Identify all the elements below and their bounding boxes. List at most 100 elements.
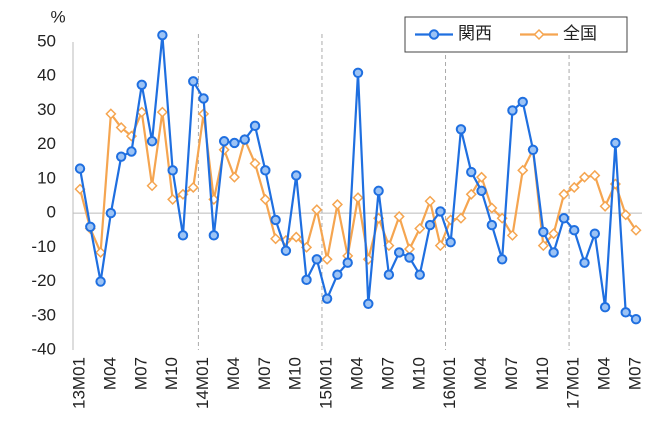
x-tick-label: M10 bbox=[286, 357, 305, 390]
point bbox=[466, 166, 477, 178]
point bbox=[260, 165, 271, 176]
point bbox=[291, 170, 302, 181]
point bbox=[229, 137, 240, 149]
y-tick-label: 10 bbox=[37, 168, 56, 187]
point bbox=[496, 254, 508, 265]
point bbox=[476, 185, 487, 197]
x-tick-label: M04 bbox=[347, 357, 366, 390]
point bbox=[74, 163, 86, 174]
point bbox=[548, 228, 560, 240]
x-tick-label: 17M01 bbox=[564, 357, 583, 409]
point bbox=[568, 181, 580, 194]
point bbox=[187, 181, 199, 194]
point bbox=[115, 151, 127, 162]
point bbox=[228, 171, 241, 183]
y-tick-label: 0 bbox=[47, 203, 56, 222]
y-tick-label: -40 bbox=[31, 339, 56, 358]
point bbox=[332, 269, 343, 280]
point bbox=[527, 144, 539, 156]
point bbox=[599, 302, 611, 313]
x-tick-label: 14M01 bbox=[193, 357, 212, 409]
x-tick-label: M10 bbox=[533, 357, 552, 390]
series-markers bbox=[74, 29, 642, 325]
point bbox=[506, 229, 519, 241]
point bbox=[321, 293, 333, 304]
point bbox=[259, 193, 271, 205]
point bbox=[610, 137, 621, 149]
x-tick-label: M04 bbox=[100, 357, 119, 390]
point bbox=[486, 202, 498, 214]
point bbox=[146, 136, 158, 147]
point bbox=[321, 253, 333, 265]
point bbox=[383, 269, 395, 280]
x-tick-label: 15M01 bbox=[317, 357, 336, 409]
x-tick-label: M07 bbox=[255, 357, 274, 390]
point bbox=[249, 157, 261, 170]
point bbox=[167, 193, 179, 205]
y-tick-label: -20 bbox=[31, 271, 56, 290]
point bbox=[620, 307, 631, 318]
x-tick-label: M07 bbox=[625, 357, 644, 390]
point bbox=[393, 210, 405, 223]
point bbox=[517, 164, 529, 176]
point bbox=[239, 134, 250, 145]
point bbox=[331, 198, 343, 211]
legend-label: 関西 bbox=[458, 24, 492, 43]
x-tick-label: M04 bbox=[471, 357, 490, 390]
x-tick-label: M10 bbox=[162, 357, 181, 390]
point bbox=[249, 120, 261, 132]
point bbox=[435, 206, 446, 217]
point bbox=[105, 207, 117, 219]
point bbox=[290, 231, 302, 243]
x-tick-label: M07 bbox=[378, 357, 397, 390]
point bbox=[208, 230, 220, 241]
point bbox=[558, 188, 570, 200]
point bbox=[537, 240, 549, 252]
point bbox=[578, 171, 591, 183]
point bbox=[167, 165, 178, 176]
point bbox=[403, 243, 416, 255]
point bbox=[218, 136, 230, 147]
point bbox=[424, 195, 436, 207]
point bbox=[95, 276, 106, 287]
point bbox=[105, 108, 117, 120]
point bbox=[579, 257, 590, 268]
point bbox=[630, 314, 642, 325]
point bbox=[197, 108, 210, 120]
point bbox=[157, 29, 168, 41]
point bbox=[630, 224, 642, 236]
point bbox=[352, 192, 364, 204]
point bbox=[352, 67, 364, 79]
point bbox=[280, 245, 292, 256]
point bbox=[558, 213, 570, 224]
point bbox=[188, 76, 199, 87]
x-tick-label: M07 bbox=[131, 357, 150, 390]
point bbox=[301, 274, 312, 286]
y-tick-label: 50 bbox=[37, 31, 56, 50]
point bbox=[126, 146, 137, 157]
point bbox=[434, 240, 446, 252]
point bbox=[414, 269, 425, 280]
point bbox=[599, 200, 611, 212]
point bbox=[95, 246, 107, 259]
point bbox=[404, 252, 415, 263]
point bbox=[373, 185, 384, 197]
point bbox=[533, 28, 545, 41]
point bbox=[538, 226, 549, 238]
point bbox=[517, 96, 528, 108]
point bbox=[156, 106, 168, 118]
x-tick-label: M10 bbox=[409, 357, 428, 390]
point bbox=[455, 124, 467, 135]
point bbox=[342, 257, 353, 268]
point bbox=[548, 247, 559, 258]
y-tick-label: 30 bbox=[37, 100, 56, 119]
point bbox=[270, 233, 282, 245]
point bbox=[445, 237, 456, 248]
point bbox=[589, 169, 601, 182]
point bbox=[85, 221, 96, 233]
point bbox=[146, 180, 158, 192]
point bbox=[455, 212, 467, 224]
point bbox=[589, 228, 601, 239]
point bbox=[311, 254, 323, 265]
